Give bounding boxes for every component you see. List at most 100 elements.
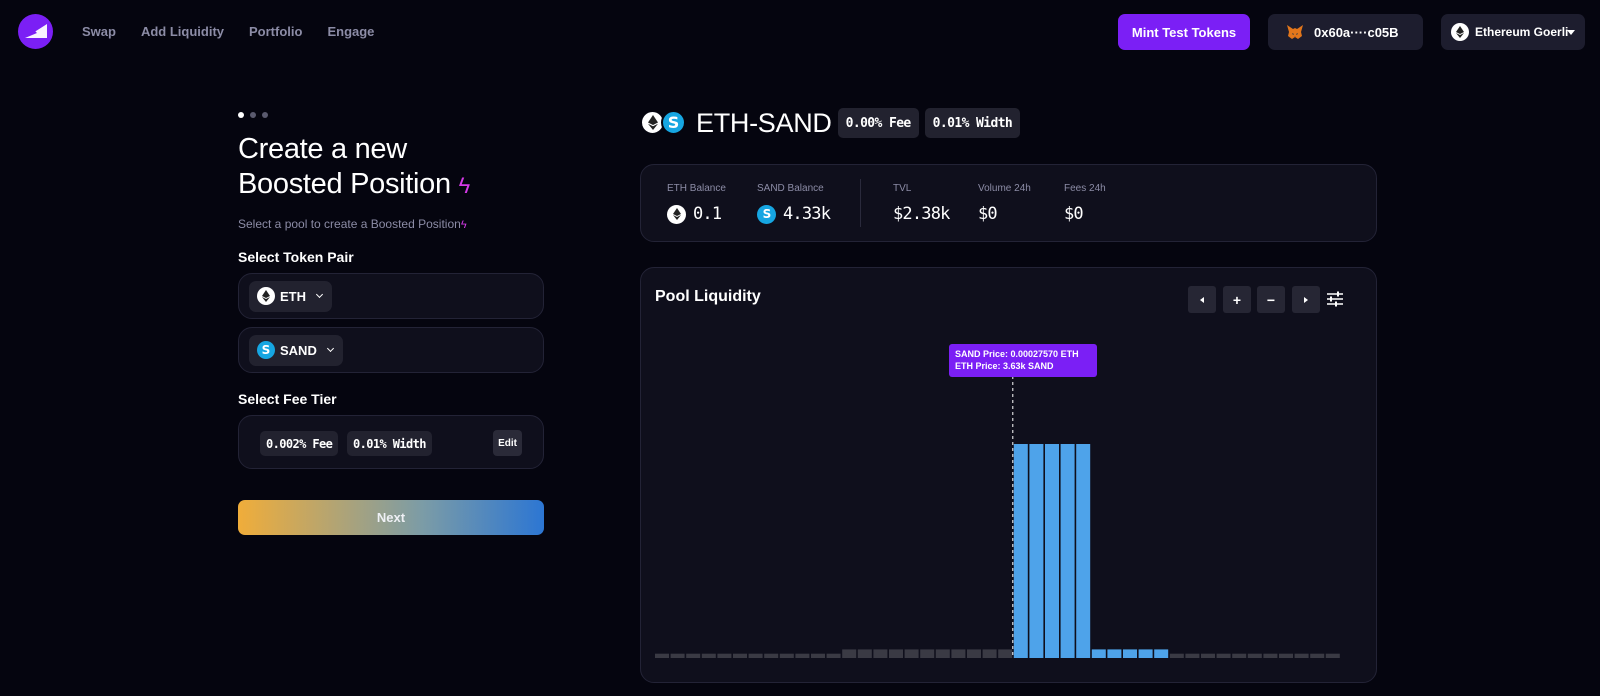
- liquidity-bar[interactable]: [1185, 653, 1200, 658]
- liquidity-bar[interactable]: [1325, 653, 1340, 658]
- liquidity-bar[interactable]: [967, 649, 981, 658]
- liquidity-chart[interactable]: [641, 268, 1377, 683]
- liquidity-bar[interactable]: [998, 649, 1013, 658]
- stat-fees-24h: Fees 24h $0: [1064, 183, 1106, 224]
- liquidity-bar[interactable]: [701, 653, 716, 658]
- zoom-in-button[interactable]: +: [1223, 286, 1251, 313]
- next-button[interactable]: Next: [238, 500, 544, 535]
- liquidity-bar[interactable]: [1201, 653, 1215, 658]
- chevron-down-icon: [1567, 30, 1575, 35]
- nav-link-portfolio[interactable]: Portfolio: [249, 24, 303, 39]
- stat-label: SAND Balance: [757, 183, 824, 194]
- wallet-button[interactable]: 0x60a····c05B: [1268, 14, 1423, 50]
- liquidity-bar[interactable]: [764, 653, 779, 658]
- fee-chip: 0.002% Fee: [260, 431, 339, 456]
- sand-balance-value: 4.33k: [783, 204, 831, 224]
- sand-token-icon: S: [757, 204, 776, 224]
- stat-value: 0.1: [667, 204, 726, 224]
- liquidity-bar[interactable]: [1045, 444, 1059, 658]
- liquidity-bar[interactable]: [1247, 653, 1262, 658]
- liquidity-bar[interactable]: [1310, 653, 1325, 658]
- token-a-row: ETH: [238, 273, 544, 319]
- liquidity-bar[interactable]: [826, 653, 841, 658]
- subtitle-text: Select a pool to create a Boosted Positi…: [238, 217, 461, 231]
- liquidity-bar[interactable]: [717, 653, 732, 658]
- fee-tier-label: Select Fee Tier: [238, 391, 337, 407]
- liquidity-bar[interactable]: [655, 653, 669, 658]
- step-dot-2: [250, 112, 256, 118]
- liquidity-bar[interactable]: [779, 653, 794, 658]
- liquidity-bar[interactable]: [1169, 653, 1184, 658]
- liquidity-bar[interactable]: [1123, 649, 1137, 658]
- tooltip-sand-price: SAND Price: 0.00027570 ETH: [955, 349, 1079, 359]
- liquidity-bar[interactable]: [1138, 649, 1153, 658]
- step-dot-3: [262, 112, 268, 118]
- liquidity-bar[interactable]: [795, 653, 810, 658]
- liquidity-bar[interactable]: [1013, 444, 1028, 658]
- network-selector[interactable]: Ethereum Goerli: [1441, 14, 1585, 50]
- step-dot-1: [238, 112, 244, 118]
- ethereum-icon: [1451, 23, 1469, 41]
- liquidity-bar[interactable]: [904, 649, 919, 658]
- liquidity-bar[interactable]: [889, 649, 903, 658]
- step-indicator: [238, 112, 544, 118]
- token-a-select[interactable]: ETH: [249, 280, 332, 312]
- liquidity-bar[interactable]: [920, 649, 935, 658]
- liquidity-bar[interactable]: [1029, 444, 1044, 658]
- pool-fee-chip: 0.00% Fee: [837, 108, 919, 138]
- liquidity-bar[interactable]: [748, 653, 763, 658]
- chart-settings-sliders-icon[interactable]: [1326, 290, 1344, 308]
- nav-link-add-liquidity[interactable]: Add Liquidity: [140, 24, 225, 39]
- ethereum-icon: [667, 204, 686, 224]
- token-a-symbol: ETH: [280, 288, 306, 304]
- liquidity-bar[interactable]: [842, 649, 857, 658]
- pan-left-button[interactable]: [1188, 286, 1216, 313]
- pool-header: S ETH-SAND 0.00% Fee 0.01% Width: [640, 108, 1021, 138]
- liquidity-title: Pool Liquidity: [655, 288, 761, 305]
- liquidity-bar[interactable]: [1232, 653, 1247, 658]
- caret-left-icon: [1200, 296, 1204, 303]
- liquidity-bar[interactable]: [1294, 653, 1309, 658]
- nav-links: Swap Add Liquidity Portfolio Engage: [82, 24, 374, 39]
- top-nav: Swap Add Liquidity Portfolio Engage Mint…: [0, 0, 1600, 66]
- liquidity-bar[interactable]: [686, 653, 701, 658]
- lightning-icon: ϟ: [460, 219, 467, 231]
- liquidity-bar[interactable]: [935, 649, 950, 658]
- liquidity-bar[interactable]: [951, 649, 966, 658]
- stats-divider: [860, 179, 861, 227]
- stat-value: $0: [978, 204, 998, 224]
- liquidity-bar[interactable]: [1279, 653, 1293, 658]
- liquidity-bar[interactable]: [1107, 649, 1122, 658]
- sand-token-icon: S: [661, 110, 686, 135]
- pan-right-button[interactable]: [1292, 286, 1320, 313]
- liquidity-bar[interactable]: [982, 649, 997, 658]
- token-b-select[interactable]: S SAND: [249, 334, 343, 366]
- width-chip: 0.01% Width: [347, 431, 432, 456]
- token-b-symbol: SAND: [280, 342, 317, 358]
- liquidity-bar[interactable]: [1076, 444, 1091, 658]
- zoom-out-button[interactable]: −: [1257, 286, 1285, 313]
- nav-link-swap[interactable]: Swap: [82, 24, 116, 39]
- mint-test-tokens-button[interactable]: Mint Test Tokens: [1118, 14, 1250, 50]
- liquidity-bar[interactable]: [873, 649, 888, 658]
- liquidity-bar[interactable]: [1216, 653, 1231, 658]
- chevron-down-icon: [326, 344, 334, 353]
- stat-label: ETH Balance: [667, 183, 726, 194]
- liquidity-bar[interactable]: [733, 653, 747, 658]
- stat-value: $0: [1064, 204, 1084, 224]
- liquidity-bar[interactable]: [1060, 444, 1075, 658]
- liquidity-bar[interactable]: [1154, 649, 1169, 658]
- caret-right-icon: [1304, 296, 1308, 303]
- liquidity-bar[interactable]: [1263, 653, 1278, 658]
- pool-width-chip: 0.01% Width: [924, 108, 1021, 138]
- liquidity-bar[interactable]: [811, 653, 825, 658]
- app-logo[interactable]: [18, 14, 53, 49]
- liquidity-bar[interactable]: [670, 653, 685, 658]
- page-title-line-1: Create a new: [238, 133, 407, 165]
- fee-tier-box: 0.002% Fee 0.01% Width Edit: [238, 415, 544, 469]
- liquidity-bar[interactable]: [1091, 649, 1106, 658]
- liquidity-bar[interactable]: [857, 649, 872, 658]
- edit-fee-button[interactable]: Edit: [493, 430, 522, 456]
- stat-sand-balance: SAND Balance S 4.33k: [757, 183, 831, 224]
- nav-link-engage[interactable]: Engage: [327, 24, 375, 39]
